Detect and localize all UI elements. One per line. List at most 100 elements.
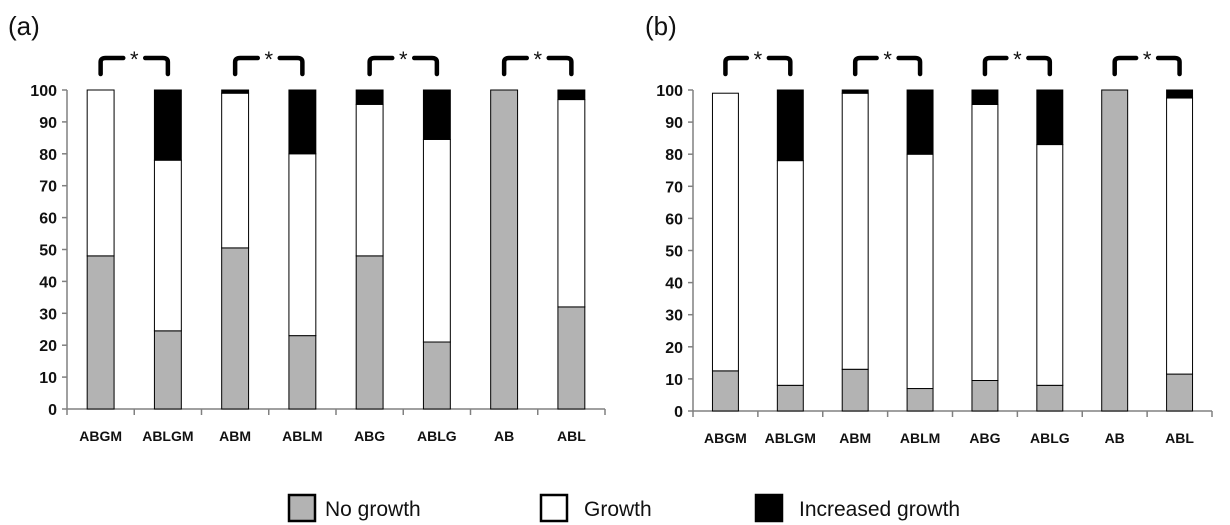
y-tick-label: 40 <box>39 274 57 291</box>
significance-bracket <box>1112 55 1182 77</box>
bar-segment-increased-growth <box>906 89 934 155</box>
bar-segment-growth <box>221 92 250 249</box>
legend-label: Growth <box>584 498 652 521</box>
y-tick-label: 60 <box>39 211 57 228</box>
bar-segment-increased-growth <box>557 89 586 101</box>
bar-segment-increased-growth <box>841 89 869 94</box>
bar-segment-increased-growth <box>971 89 999 105</box>
significance-bracket <box>232 55 305 77</box>
bar-segment-growth <box>776 160 804 386</box>
bar-segment-no-growth <box>1166 373 1194 412</box>
bar-segment-increased-growth <box>153 89 182 161</box>
bar-segment-no-growth <box>355 255 384 410</box>
bar-segment-growth <box>557 99 586 308</box>
y-tick-label: 70 <box>665 179 683 196</box>
significance-bracket <box>501 55 574 77</box>
x-category-label: ABLG <box>1030 430 1070 446</box>
bar-segment-no-growth <box>153 330 182 410</box>
bar-segment-growth <box>153 159 182 332</box>
significance-bracket <box>98 55 171 77</box>
significance-bracket <box>723 55 793 77</box>
bar-segment-no-growth <box>1101 89 1129 412</box>
y-tick-label: 20 <box>39 338 57 355</box>
x-category-label: AB <box>1105 430 1125 446</box>
x-category-label: ABM <box>839 430 871 446</box>
panel-label: (a) <box>8 11 40 41</box>
y-tick-label: 80 <box>39 147 57 164</box>
y-tick-label: 40 <box>665 276 683 293</box>
bar-segment-growth <box>355 103 384 257</box>
bar-segment-increased-growth <box>1166 89 1194 99</box>
bar-segment-increased-growth <box>355 89 384 105</box>
y-tick-label: 100 <box>656 83 683 100</box>
x-category-label: ABM <box>219 428 251 444</box>
significance-marker: * <box>533 47 542 72</box>
bar-segment-growth <box>1166 97 1194 375</box>
significance-marker: * <box>883 47 892 72</box>
y-tick-label: 20 <box>665 340 683 357</box>
y-tick-label: 0 <box>48 402 57 419</box>
y-tick-label: 0 <box>674 404 683 421</box>
significance-marker: * <box>1143 47 1152 72</box>
x-category-label: AB <box>494 428 514 444</box>
bar-segment-growth <box>841 92 869 370</box>
bar-segment-increased-growth <box>1036 89 1064 146</box>
bar-segment-no-growth <box>841 368 869 412</box>
x-category-label: ABLG <box>417 428 457 444</box>
y-tick-label: 90 <box>39 115 57 132</box>
legend-label: No growth <box>325 498 421 521</box>
significance-marker: * <box>399 47 408 72</box>
bar-segment-growth <box>971 103 999 382</box>
y-tick-label: 90 <box>665 115 683 132</box>
bar-segment-increased-growth <box>288 89 317 155</box>
x-category-label: ABLM <box>900 430 940 446</box>
bar-segment-growth <box>1036 144 1064 386</box>
legend-swatch-no-growth <box>287 493 317 523</box>
y-tick-label: 60 <box>665 211 683 228</box>
x-category-label: ABLGM <box>142 428 193 444</box>
bar-segment-increased-growth <box>776 89 804 162</box>
bar-segment-growth <box>422 138 451 343</box>
bar-segment-no-growth <box>557 306 586 410</box>
significance-bracket <box>982 55 1053 77</box>
chart-panel-b: (b) 0 10 20 30 40 50 60 70 80 90 100 ABGM ABLGM ABM ABL… <box>645 11 1213 446</box>
bar-segment-no-growth <box>86 255 115 410</box>
legend-swatch-increased-growth <box>754 493 784 523</box>
legend-label: Increased growth <box>799 498 960 521</box>
y-tick-label: 50 <box>665 244 683 261</box>
bar-segment-no-growth <box>288 335 317 410</box>
bar-segment-no-growth <box>1036 384 1064 412</box>
y-tick-label: 80 <box>665 147 683 164</box>
x-category-label: ABGM <box>704 430 747 446</box>
legend: No growth Growth Increased growth <box>287 493 960 523</box>
significance-marker: * <box>130 47 139 72</box>
bar-segment-no-growth <box>906 388 934 412</box>
x-category-label: ABG <box>969 430 1000 446</box>
y-tick-label: 10 <box>665 372 683 389</box>
bar-segment-growth <box>711 92 739 372</box>
x-category-label: ABL <box>1165 430 1194 446</box>
y-tick-label: 10 <box>39 370 57 387</box>
significance-marker: * <box>264 47 273 72</box>
y-tick-label: 100 <box>30 83 57 100</box>
x-category-label: ABG <box>354 428 385 444</box>
y-tick-label: 30 <box>665 308 683 325</box>
x-category-label: ABGM <box>79 428 122 444</box>
bar-segment-no-growth <box>971 380 999 412</box>
bar-segment-growth <box>906 153 934 390</box>
bar-segment-no-growth <box>490 89 519 410</box>
legend-swatch-growth <box>539 493 569 523</box>
x-category-label: ABL <box>557 428 586 444</box>
bar-segment-no-growth <box>422 341 451 410</box>
significance-bracket <box>852 55 923 77</box>
x-category-label: ABLM <box>282 428 322 444</box>
y-tick-label: 30 <box>39 306 57 323</box>
bar-segment-increased-growth <box>422 89 451 140</box>
significance-bracket <box>367 55 440 77</box>
y-tick-label: 50 <box>39 243 57 260</box>
x-category-label: ABLGM <box>765 430 816 446</box>
bar-segment-no-growth <box>776 384 804 412</box>
chart-panel-a: (a) 0 10 20 30 40 50 60 70 80 90 100 ABGM ABLGM ABM ABL… <box>8 11 606 444</box>
y-tick-label: 70 <box>39 179 57 196</box>
